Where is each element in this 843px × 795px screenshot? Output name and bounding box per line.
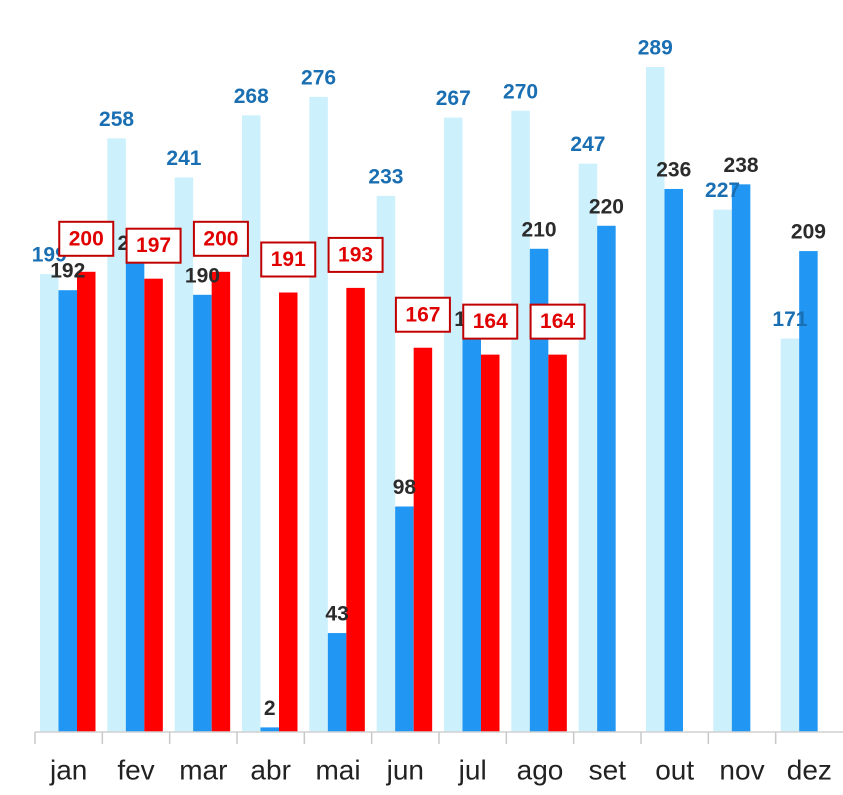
bar — [279, 292, 298, 732]
value-label: 258 — [99, 108, 134, 131]
x-tick-label: jan — [49, 754, 87, 785]
bar — [462, 338, 481, 732]
value-label: 289 — [638, 37, 673, 60]
value-label: 191 — [271, 248, 306, 271]
value-label-box — [529, 303, 586, 340]
value-label: 210 — [522, 218, 557, 241]
value-label: 236 — [656, 159, 691, 182]
bar — [193, 294, 212, 732]
bar — [242, 115, 261, 733]
value-label-box — [192, 220, 249, 257]
bar — [529, 248, 549, 732]
x-tick-label: nov — [719, 754, 764, 785]
bar — [481, 354, 500, 732]
bar — [578, 163, 598, 732]
bar — [77, 271, 96, 732]
x-tick-label: set — [589, 754, 627, 785]
value-label: 199 — [32, 244, 67, 267]
value-label: 167 — [405, 303, 440, 326]
x-tick-label: mar — [179, 754, 227, 785]
value-label: 2 — [264, 697, 276, 720]
bar — [548, 354, 567, 732]
x-tick-label: abr — [250, 754, 290, 785]
x-tick-label: fev — [117, 754, 154, 785]
value-label-box — [58, 220, 115, 257]
value-label: 192 — [50, 260, 85, 283]
value-label: 227 — [705, 179, 740, 202]
value-label: 171 — [772, 308, 807, 331]
bar — [597, 225, 616, 733]
bar — [107, 138, 126, 733]
value-label: 268 — [234, 85, 269, 108]
bar — [40, 274, 59, 732]
value-label: 267 — [436, 87, 471, 110]
value-label: 238 — [724, 154, 759, 177]
value-label-box — [394, 296, 451, 333]
bar — [211, 271, 231, 732]
value-label-box — [327, 236, 384, 273]
value-label: 233 — [368, 165, 403, 188]
bar — [511, 110, 530, 732]
value-label-box — [125, 227, 182, 264]
x-tick-label: ago — [517, 754, 564, 785]
x-tick-label: jul — [458, 754, 487, 785]
bar — [646, 67, 665, 732]
value-label: 43 — [325, 603, 348, 626]
bar — [780, 338, 800, 732]
value-label: 247 — [570, 133, 605, 156]
bar — [309, 96, 328, 732]
x-tick-label: out — [655, 754, 694, 785]
value-label: 276 — [301, 66, 336, 89]
x-tick-label: mai — [315, 754, 360, 785]
bar — [125, 262, 145, 732]
value-label: 190 — [185, 264, 220, 287]
x-tick-label: jun — [386, 754, 424, 785]
bar — [444, 117, 463, 732]
bar — [731, 184, 751, 733]
value-label-box — [260, 241, 317, 278]
value-label: 98 — [393, 476, 417, 499]
bar — [713, 209, 732, 732]
bar — [174, 177, 194, 732]
bar — [144, 278, 163, 732]
value-label: 164 — [473, 310, 508, 333]
bar — [376, 195, 396, 732]
value-label: 193 — [338, 243, 373, 266]
bar — [413, 347, 433, 732]
value-label: 200 — [203, 227, 238, 250]
value-label: 241 — [166, 147, 201, 170]
value-label-box — [462, 303, 519, 340]
value-label: 209 — [791, 221, 826, 244]
bar — [395, 506, 414, 732]
bar — [346, 287, 365, 732]
value-label: 270 — [503, 80, 538, 103]
value-label: 200 — [69, 227, 104, 250]
bar — [260, 727, 279, 732]
value-label: 220 — [589, 195, 624, 218]
bar — [799, 251, 818, 732]
bar — [664, 188, 683, 732]
value-label: 164 — [540, 310, 575, 333]
bar — [58, 290, 77, 732]
value-label: 197 — [136, 234, 171, 257]
x-tick-label: dez — [787, 754, 832, 785]
bar — [327, 633, 347, 732]
